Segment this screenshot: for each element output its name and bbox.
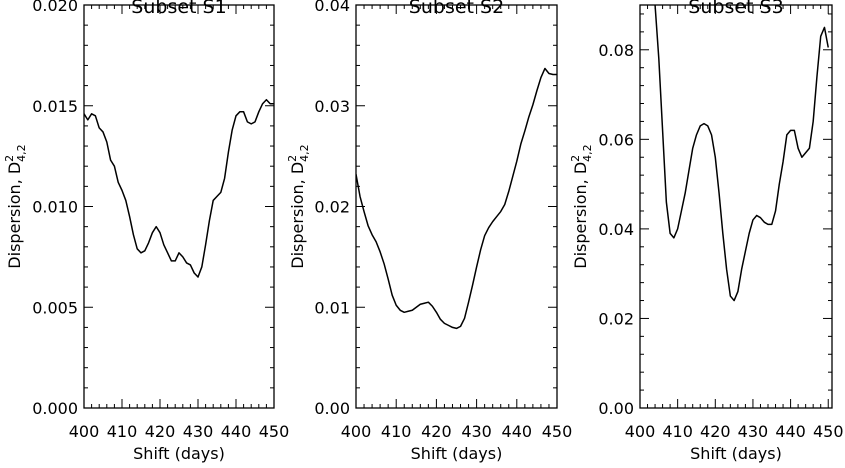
x-tick-label: 440 — [775, 422, 806, 441]
x-tick-label: 450 — [259, 422, 290, 441]
chart-title: Subset S3 — [688, 0, 783, 18]
y-tick-label: 0.04 — [314, 0, 350, 15]
y-tick-label: 0.04 — [598, 220, 634, 239]
y-tick-label: 0.01 — [314, 298, 350, 317]
y-axis-label: Dispersion, D24,2 — [3, 144, 28, 268]
y-axis-label: Dispersion, D24,2 — [286, 144, 311, 268]
y-axis-label-sub: 4,2 — [15, 144, 28, 162]
chart-panel-2: Subset S2 400 410 420 430 440 450 0.00 0.01 0.02 0… — [286, 0, 572, 463]
y-tick-label: 0.020 — [32, 0, 78, 15]
x-tick-label: 440 — [221, 422, 252, 441]
x-tick-label: 400 — [69, 422, 100, 441]
y-axis-label-text: Dispersion, D — [288, 162, 307, 269]
x-axis-label: Shift (days) — [133, 444, 225, 463]
chart-title: Subset S2 — [409, 0, 504, 18]
x-axis-label: Shift (days) — [690, 444, 782, 463]
x-tick-label: 450 — [542, 422, 573, 441]
y-tick-label: 0.000 — [32, 399, 78, 418]
x-tick-label: 430 — [738, 422, 769, 441]
y-axis-label-text: Dispersion, D — [571, 162, 590, 269]
y-axis-label-text: Dispersion, D — [5, 162, 24, 269]
y-axis-label-sup: 2 — [286, 155, 299, 162]
x-axis-label: Shift (days) — [411, 444, 503, 463]
y-tick-label: 0.00 — [598, 399, 634, 418]
series-line-1 — [356, 67, 557, 330]
y-tick-label: 0.02 — [598, 309, 634, 328]
series-line-1 — [654, 5, 829, 302]
x-tick-label: 420 — [421, 422, 452, 441]
series-line-1 — [84, 98, 274, 278]
y-tick-label: 0.005 — [32, 298, 78, 317]
chart-panel-3: Subset S3 400 410 420 430 440 450 0.00 0.02 0.04 0… — [569, 0, 844, 463]
x-tick-label: 410 — [107, 422, 138, 441]
y-tick-label: 0.06 — [598, 130, 634, 149]
plot-frame — [355, 4, 558, 409]
x-tick-label: 430 — [461, 422, 492, 441]
y-axis-label-sup: 2 — [569, 155, 582, 162]
x-tick-label: 420 — [700, 422, 731, 441]
x-tick-label: 410 — [381, 422, 412, 441]
chart-title: Subset S1 — [131, 0, 226, 18]
y-tick-label: 0.015 — [32, 97, 78, 116]
y-axis-label-sub: 4,2 — [298, 144, 311, 162]
x-tick-label: 430 — [183, 422, 214, 441]
x-tick-label: 420 — [145, 422, 176, 441]
y-tick-label: 0.08 — [598, 41, 634, 60]
chart-panel-1: Subset S1 400 410 420 430 440 450 0.000 0.005 0.0… — [3, 0, 289, 463]
y-axis-label-sub: 4,2 — [581, 144, 594, 162]
plot-frame — [83, 4, 275, 409]
x-tick-label: 410 — [662, 422, 693, 441]
y-tick-label: 0.03 — [314, 97, 350, 116]
y-tick-label: 0.02 — [314, 198, 350, 217]
plot-frame — [639, 4, 833, 409]
x-tick-label: 400 — [341, 422, 372, 441]
y-tick-label: 0.010 — [32, 198, 78, 217]
y-axis-label: Dispersion, D24,2 — [569, 144, 594, 268]
x-tick-label: 440 — [502, 422, 533, 441]
x-tick-label: 400 — [625, 422, 656, 441]
y-tick-label: 0.00 — [314, 399, 350, 418]
y-axis-label-sup: 2 — [3, 155, 16, 162]
x-tick-label: 450 — [813, 422, 844, 441]
